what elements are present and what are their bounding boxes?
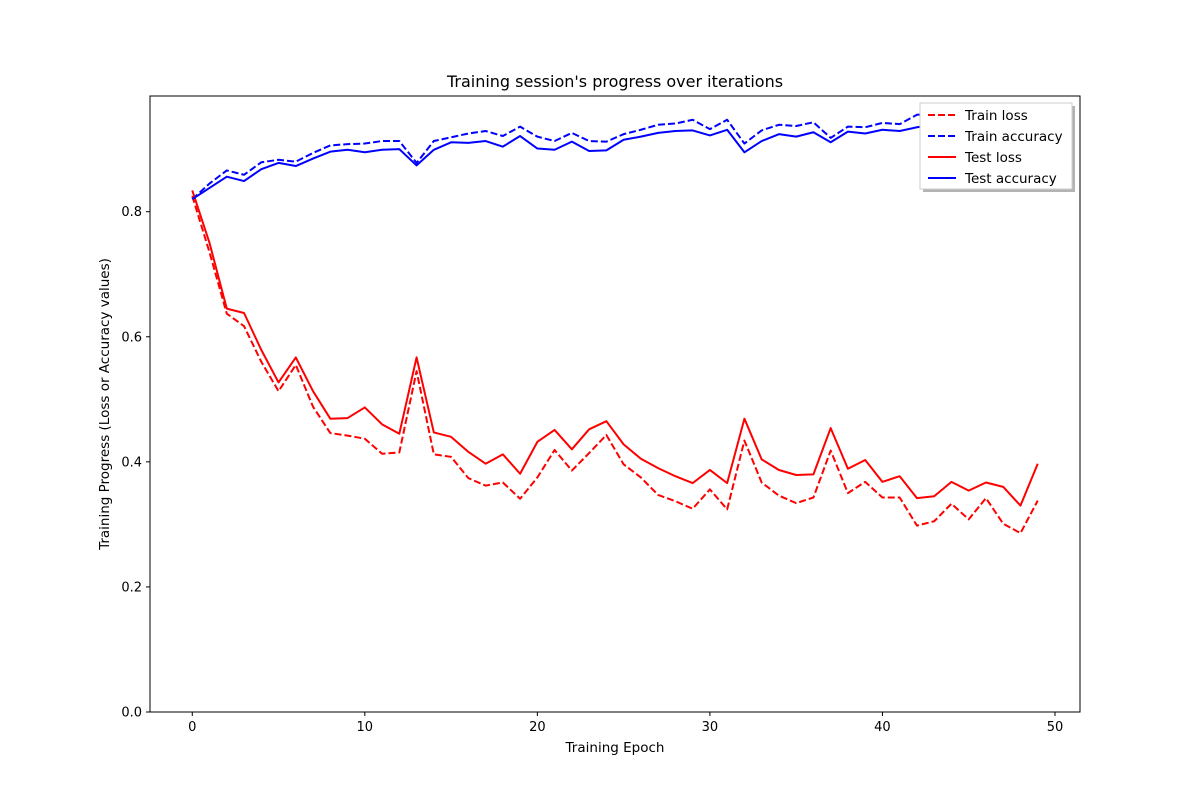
y-tick-label: 0.6 xyxy=(121,330,142,345)
x-tick-label: 40 xyxy=(874,720,891,735)
x-tick-label: 20 xyxy=(529,720,546,735)
y-tick-label: 0.4 xyxy=(121,455,142,470)
x-tick-label: 0 xyxy=(188,720,196,735)
y-tick-label: 0.2 xyxy=(121,580,142,595)
plot-frame xyxy=(149,95,1081,713)
series-line-test-accuracy xyxy=(191,123,1039,201)
y-axis-ticks: 0.0 0.2 0.4 0.6 0.8 xyxy=(121,205,150,721)
x-axis-ticks: 0 10 20 30 40 50 xyxy=(188,712,1063,735)
legend-label-train-loss: Train loss xyxy=(964,108,1028,124)
series-line-test-loss xyxy=(191,190,1039,507)
legend-box xyxy=(919,102,1073,190)
x-tick-label: 50 xyxy=(1047,720,1064,735)
legend-label-test-loss: Test loss xyxy=(964,150,1022,166)
y-tick-label: 0.8 xyxy=(121,205,142,220)
y-tick-label: 0.0 xyxy=(121,706,142,721)
plot-lines xyxy=(191,112,1039,535)
y-axis-label: Training Progress (Loss or Accuracy valu… xyxy=(97,258,113,551)
x-tick-label: 30 xyxy=(702,720,719,735)
legend: Train loss Train accuracy Test loss Test ac… xyxy=(919,102,1075,192)
chart-title: Training session's progress over iterati… xyxy=(446,72,783,91)
legend-label-test-accuracy: Test accuracy xyxy=(964,171,1057,187)
legend-label-train-accuracy: Train accuracy xyxy=(964,129,1063,145)
x-tick-label: 10 xyxy=(357,720,374,735)
x-axis-label: Training Epoch xyxy=(565,740,665,756)
series-line-train-accuracy xyxy=(191,112,1039,200)
